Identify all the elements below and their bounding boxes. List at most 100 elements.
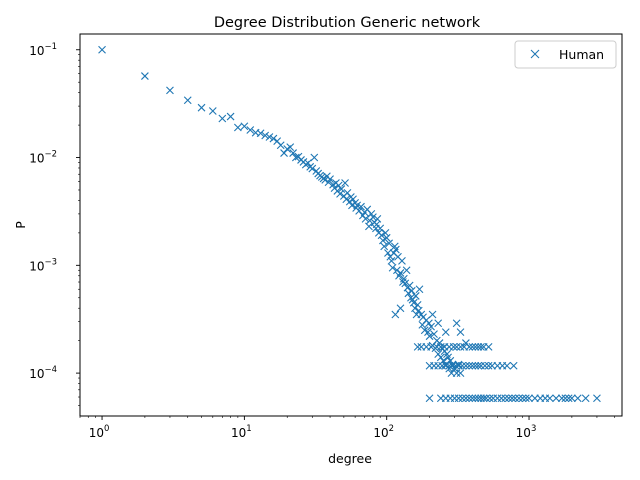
data-point bbox=[508, 394, 516, 403]
data-point bbox=[304, 159, 312, 167]
data-point bbox=[378, 236, 387, 245]
data-point bbox=[404, 289, 413, 298]
data-point bbox=[269, 134, 278, 143]
y-axis-ticks: 10−4 10−3 10−2 10−1 bbox=[29, 42, 80, 406]
data-point bbox=[452, 343, 461, 351]
data-point bbox=[336, 189, 344, 198]
x-tick-label: 100 bbox=[89, 424, 110, 440]
data-markers bbox=[98, 45, 601, 403]
data-point bbox=[355, 206, 364, 215]
data-point bbox=[425, 394, 434, 403]
data-point bbox=[456, 328, 465, 337]
data-point bbox=[493, 394, 502, 403]
data-point bbox=[405, 281, 414, 290]
legend: Human bbox=[514, 40, 617, 69]
data-point bbox=[197, 103, 206, 112]
data-point bbox=[396, 269, 405, 277]
data-point bbox=[349, 195, 357, 204]
data-point bbox=[436, 353, 445, 362]
data-point bbox=[484, 343, 493, 351]
data-point bbox=[481, 361, 489, 370]
data-point bbox=[425, 319, 433, 328]
data-point bbox=[357, 202, 365, 211]
data-point bbox=[545, 394, 554, 403]
data-point bbox=[461, 394, 470, 403]
data-point bbox=[430, 330, 438, 339]
data-point bbox=[382, 233, 391, 242]
data-point bbox=[341, 179, 349, 187]
data-point bbox=[398, 256, 406, 265]
data-point bbox=[434, 361, 443, 370]
data-point bbox=[465, 394, 474, 403]
data-point bbox=[509, 361, 518, 370]
data-point bbox=[402, 266, 411, 275]
data-point bbox=[452, 369, 461, 377]
data-point bbox=[485, 394, 494, 403]
data-point bbox=[98, 45, 106, 54]
data-point bbox=[504, 394, 513, 403]
data-point bbox=[432, 343, 441, 351]
data-point bbox=[218, 114, 227, 123]
data-point bbox=[384, 249, 392, 257]
data-point bbox=[440, 343, 449, 351]
data-point bbox=[477, 343, 485, 351]
data-point bbox=[456, 369, 465, 377]
data-point bbox=[450, 394, 459, 403]
data-point bbox=[380, 242, 389, 251]
data-point bbox=[326, 175, 334, 184]
data-point bbox=[518, 394, 527, 403]
data-point bbox=[385, 239, 394, 248]
legend-marker-x-icon bbox=[530, 49, 540, 59]
data-point bbox=[381, 228, 390, 237]
data-point bbox=[415, 285, 424, 294]
data-point bbox=[373, 214, 382, 223]
data-point bbox=[399, 274, 408, 283]
data-point bbox=[265, 133, 274, 141]
data-point bbox=[414, 306, 423, 315]
data-point bbox=[441, 328, 450, 337]
data-point bbox=[484, 361, 493, 370]
data-point bbox=[474, 361, 483, 370]
data-point bbox=[387, 256, 396, 265]
data-point bbox=[377, 231, 386, 240]
data-point bbox=[261, 131, 270, 140]
data-point bbox=[471, 343, 480, 351]
data-point bbox=[434, 319, 443, 328]
data-point bbox=[445, 361, 454, 370]
data-point bbox=[388, 263, 397, 272]
data-point bbox=[557, 394, 566, 403]
data-point bbox=[425, 332, 434, 341]
data-point bbox=[141, 72, 149, 80]
data-point bbox=[401, 279, 410, 288]
data-point bbox=[468, 343, 477, 351]
data-point bbox=[521, 394, 530, 403]
x-tick-label: 103 bbox=[516, 424, 537, 440]
data-point bbox=[458, 361, 467, 370]
data-point bbox=[465, 361, 474, 370]
data-point bbox=[479, 394, 488, 403]
data-point bbox=[427, 322, 435, 331]
data-point bbox=[444, 353, 452, 362]
data-point bbox=[581, 394, 590, 403]
data-point bbox=[407, 286, 416, 295]
data-point bbox=[497, 394, 506, 403]
y-tick-label: 10−4 bbox=[29, 365, 57, 381]
data-point bbox=[417, 343, 426, 351]
data-point bbox=[391, 245, 400, 254]
data-point bbox=[552, 394, 561, 403]
data-point bbox=[511, 394, 520, 403]
data-point bbox=[280, 149, 288, 157]
data-point bbox=[460, 343, 469, 351]
data-point bbox=[468, 394, 477, 403]
legend-label-human: Human bbox=[559, 47, 604, 62]
x-tick-label: 102 bbox=[373, 424, 394, 440]
data-point bbox=[337, 185, 346, 193]
data-point bbox=[448, 361, 457, 370]
data-point bbox=[226, 112, 235, 121]
data-point bbox=[461, 361, 470, 370]
data-point bbox=[471, 361, 480, 370]
data-point bbox=[166, 86, 174, 95]
data-point bbox=[208, 107, 217, 115]
data-point bbox=[310, 153, 319, 162]
